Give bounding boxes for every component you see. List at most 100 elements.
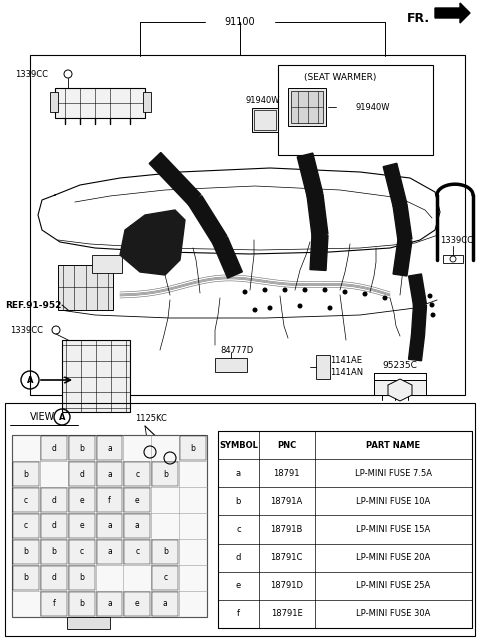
Bar [69,514,95,538]
Circle shape [263,287,267,292]
Text: 1141AN: 1141AN [330,368,363,377]
Text: f: f [237,609,240,618]
Text: LP-MINI FUSE 15A: LP-MINI FUSE 15A [356,525,431,534]
Text: d: d [51,522,56,531]
Text: (SEAT WARMER): (SEAT WARMER) [304,73,376,82]
Text: 91100: 91100 [225,17,255,27]
Circle shape [343,290,348,294]
Bar [291,91,323,123]
Text: c: c [80,547,84,556]
Bar [374,373,426,395]
Bar [69,488,95,512]
Text: 1339CC: 1339CC [440,236,473,245]
Text: 18791B: 18791B [270,525,303,534]
Circle shape [302,287,308,292]
Text: b: b [191,444,195,453]
Bar [130,225,152,240]
Text: A: A [59,413,65,422]
Text: SYMBOL: SYMBOL [219,440,258,450]
Bar [69,540,95,564]
Circle shape [431,312,435,317]
Text: REF.91-952: REF.91-952 [5,301,61,310]
Bar [41,514,67,538]
Bar [218,431,472,628]
Polygon shape [213,237,242,278]
Bar [96,436,122,460]
Polygon shape [310,234,328,270]
Bar [69,462,95,486]
Text: 1339CC: 1339CC [10,325,43,334]
Bar [92,255,122,273]
Text: 18791D: 18791D [270,582,303,591]
Text: 1141AE: 1141AE [330,355,362,365]
Bar [41,540,67,564]
Text: e: e [135,600,140,609]
Text: 84777D: 84777D [220,345,253,354]
Polygon shape [383,164,407,207]
Bar [12,435,207,617]
Circle shape [362,292,368,296]
Text: b: b [163,469,168,478]
Bar [152,462,178,486]
Circle shape [242,290,248,294]
Bar [69,592,95,616]
Bar [30,55,465,395]
Bar [152,566,178,590]
Text: LP-MINI FUSE 20A: LP-MINI FUSE 20A [356,553,431,562]
Text: 1339CC: 1339CC [15,70,48,79]
Polygon shape [411,305,427,336]
Bar [96,462,122,486]
Polygon shape [388,379,412,401]
Circle shape [252,307,257,312]
Text: PART NAME: PART NAME [366,440,420,450]
Text: f: f [108,495,111,504]
Bar [96,540,122,564]
Bar [55,88,145,118]
Text: 95235C: 95235C [383,361,418,370]
Text: LP-MINI FUSE 7.5A: LP-MINI FUSE 7.5A [355,469,432,478]
Circle shape [283,287,288,292]
Text: 18791C: 18791C [270,553,303,562]
Text: f: f [52,600,55,609]
Bar [316,355,330,379]
Bar [152,540,178,564]
Bar [41,566,67,590]
Bar [374,373,426,380]
Text: 91940W: 91940W [356,102,391,111]
Text: a: a [107,444,112,453]
Bar [124,592,150,616]
Text: c: c [24,522,28,531]
Text: 91940W: 91940W [245,95,279,104]
Bar [96,592,122,616]
Text: a: a [107,547,112,556]
Text: a: a [107,469,112,478]
Bar [13,488,39,512]
Text: LP-MINI FUSE 30A: LP-MINI FUSE 30A [356,609,431,618]
Text: e: e [79,495,84,504]
Text: b: b [79,444,84,453]
Text: b: b [24,469,28,478]
Text: c: c [135,469,139,478]
Bar [13,540,39,564]
Polygon shape [188,196,227,244]
Text: FR.: FR. [407,12,430,25]
Text: a: a [107,600,112,609]
Polygon shape [435,3,470,23]
Circle shape [267,305,273,310]
Bar [69,566,95,590]
Polygon shape [393,204,412,241]
Text: A: A [27,375,33,384]
Bar [124,540,150,564]
Bar [254,110,276,130]
Bar [96,488,122,512]
Polygon shape [297,153,323,197]
Text: b: b [79,600,84,609]
Text: b: b [163,547,168,556]
Bar [252,108,278,132]
Text: e: e [79,522,84,531]
Bar [374,380,426,395]
Bar [96,514,122,538]
Text: a: a [107,522,112,531]
Polygon shape [120,210,185,275]
Text: d: d [51,574,56,583]
